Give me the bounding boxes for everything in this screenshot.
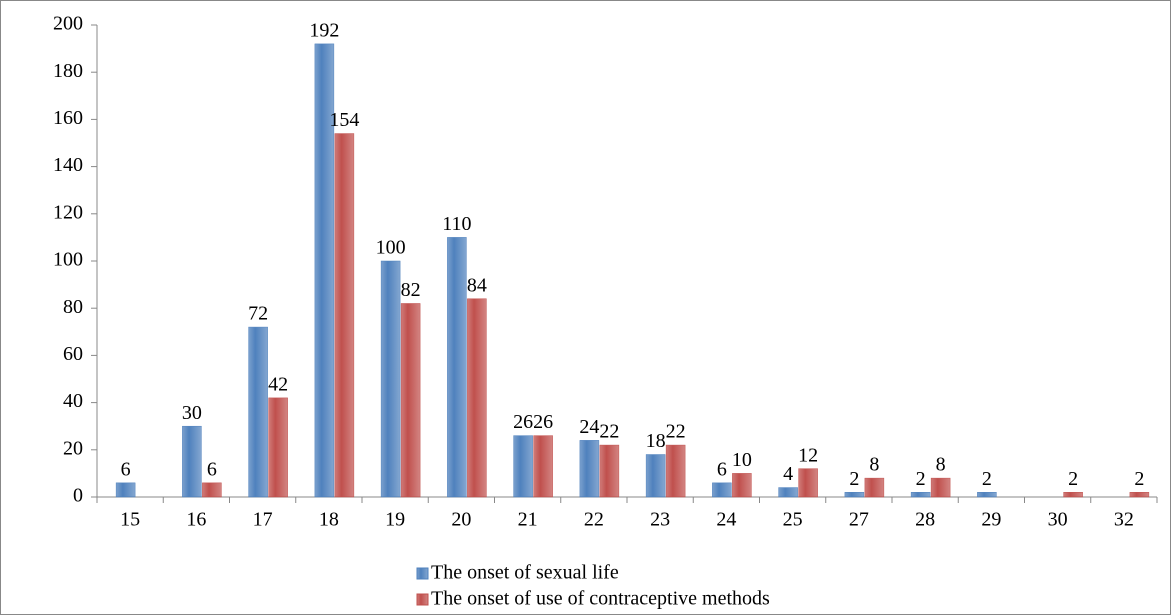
x-tick-label: 18 — [319, 509, 339, 531]
y-tick-label: 200 — [53, 13, 83, 35]
data-label: 154 — [329, 109, 359, 131]
y-tick-label: 0 — [73, 485, 83, 507]
legend-swatch — [416, 567, 429, 580]
bar — [115, 482, 136, 498]
data-label: 2 — [982, 468, 992, 490]
y-tick-label: 60 — [63, 343, 83, 365]
bar — [513, 435, 533, 498]
data-label: 110 — [442, 213, 471, 235]
bar — [447, 237, 467, 498]
bar — [1129, 492, 1150, 498]
bar — [910, 492, 931, 498]
bar — [467, 298, 487, 498]
x-tick-label: 15 — [120, 509, 140, 531]
data-label: 2 — [916, 468, 926, 490]
x-tick-label: 17 — [253, 509, 273, 531]
bar — [778, 487, 798, 498]
data-label: 26 — [533, 411, 553, 433]
bar — [380, 260, 401, 498]
legend-label: The onset of sexual life — [431, 562, 619, 584]
data-label: 6 — [207, 458, 217, 480]
bar — [798, 468, 818, 498]
bar — [599, 444, 620, 498]
x-tick-label: 27 — [849, 509, 869, 531]
data-label: 192 — [309, 19, 339, 41]
data-label: 6 — [717, 458, 727, 480]
x-tick-label: 28 — [915, 509, 935, 531]
data-label: 100 — [376, 237, 406, 259]
x-tick-label: 25 — [783, 509, 803, 531]
data-label: 12 — [798, 444, 818, 466]
bar — [864, 477, 885, 498]
bar — [844, 492, 865, 498]
bar — [314, 43, 335, 498]
x-tick-label: 30 — [1048, 509, 1068, 531]
legend-label: The onset of use of contraceptive method… — [431, 588, 770, 610]
data-label: 18 — [646, 430, 666, 452]
bar — [248, 326, 268, 498]
data-label: 84 — [467, 274, 487, 296]
bar — [579, 440, 600, 498]
data-label: 26 — [513, 411, 533, 433]
x-tick-label: 21 — [518, 509, 538, 531]
y-tick-label: 80 — [63, 296, 83, 318]
data-label: 24 — [579, 416, 599, 438]
bar — [1063, 492, 1083, 498]
data-label: 82 — [401, 279, 421, 301]
x-tick-label: 24 — [716, 509, 736, 531]
data-label: 4 — [783, 463, 793, 485]
x-tick-label: 19 — [385, 509, 405, 531]
y-tick-label: 40 — [63, 390, 83, 412]
x-tick-label: 20 — [451, 509, 471, 531]
data-label: 2 — [1134, 468, 1144, 490]
x-tick-label: 16 — [186, 509, 206, 531]
x-tick-label: 22 — [584, 509, 604, 531]
y-tick-label: 100 — [53, 249, 83, 271]
y-tick-label: 140 — [53, 154, 83, 176]
bar — [400, 303, 421, 498]
bar — [645, 454, 666, 498]
data-label: 2 — [849, 468, 859, 490]
legend-swatch — [416, 593, 429, 606]
data-label: 6 — [121, 458, 131, 480]
x-tick-label: 32 — [1114, 509, 1134, 531]
data-label: 8 — [936, 454, 946, 476]
bar — [182, 425, 202, 498]
y-tick-label: 160 — [53, 107, 83, 129]
data-label: 30 — [182, 402, 202, 424]
data-label: 8 — [869, 454, 879, 476]
x-tick-label: 23 — [650, 509, 670, 531]
bar — [665, 444, 686, 498]
data-label: 22 — [599, 421, 619, 443]
bar — [732, 473, 752, 498]
bar — [202, 482, 222, 498]
bar — [712, 482, 732, 498]
data-label: 42 — [268, 373, 288, 395]
x-tick-label: 29 — [981, 509, 1001, 531]
data-label: 72 — [248, 303, 268, 325]
data-label: 22 — [666, 421, 686, 443]
y-tick-label: 180 — [53, 60, 83, 82]
bar — [930, 477, 951, 498]
bar — [977, 492, 997, 498]
y-tick-label: 120 — [53, 201, 83, 223]
bar — [334, 133, 355, 498]
bar — [533, 435, 553, 498]
data-label: 2 — [1068, 468, 1078, 490]
y-tick-label: 20 — [63, 437, 83, 459]
data-label: 10 — [732, 449, 752, 471]
bar — [268, 397, 288, 498]
